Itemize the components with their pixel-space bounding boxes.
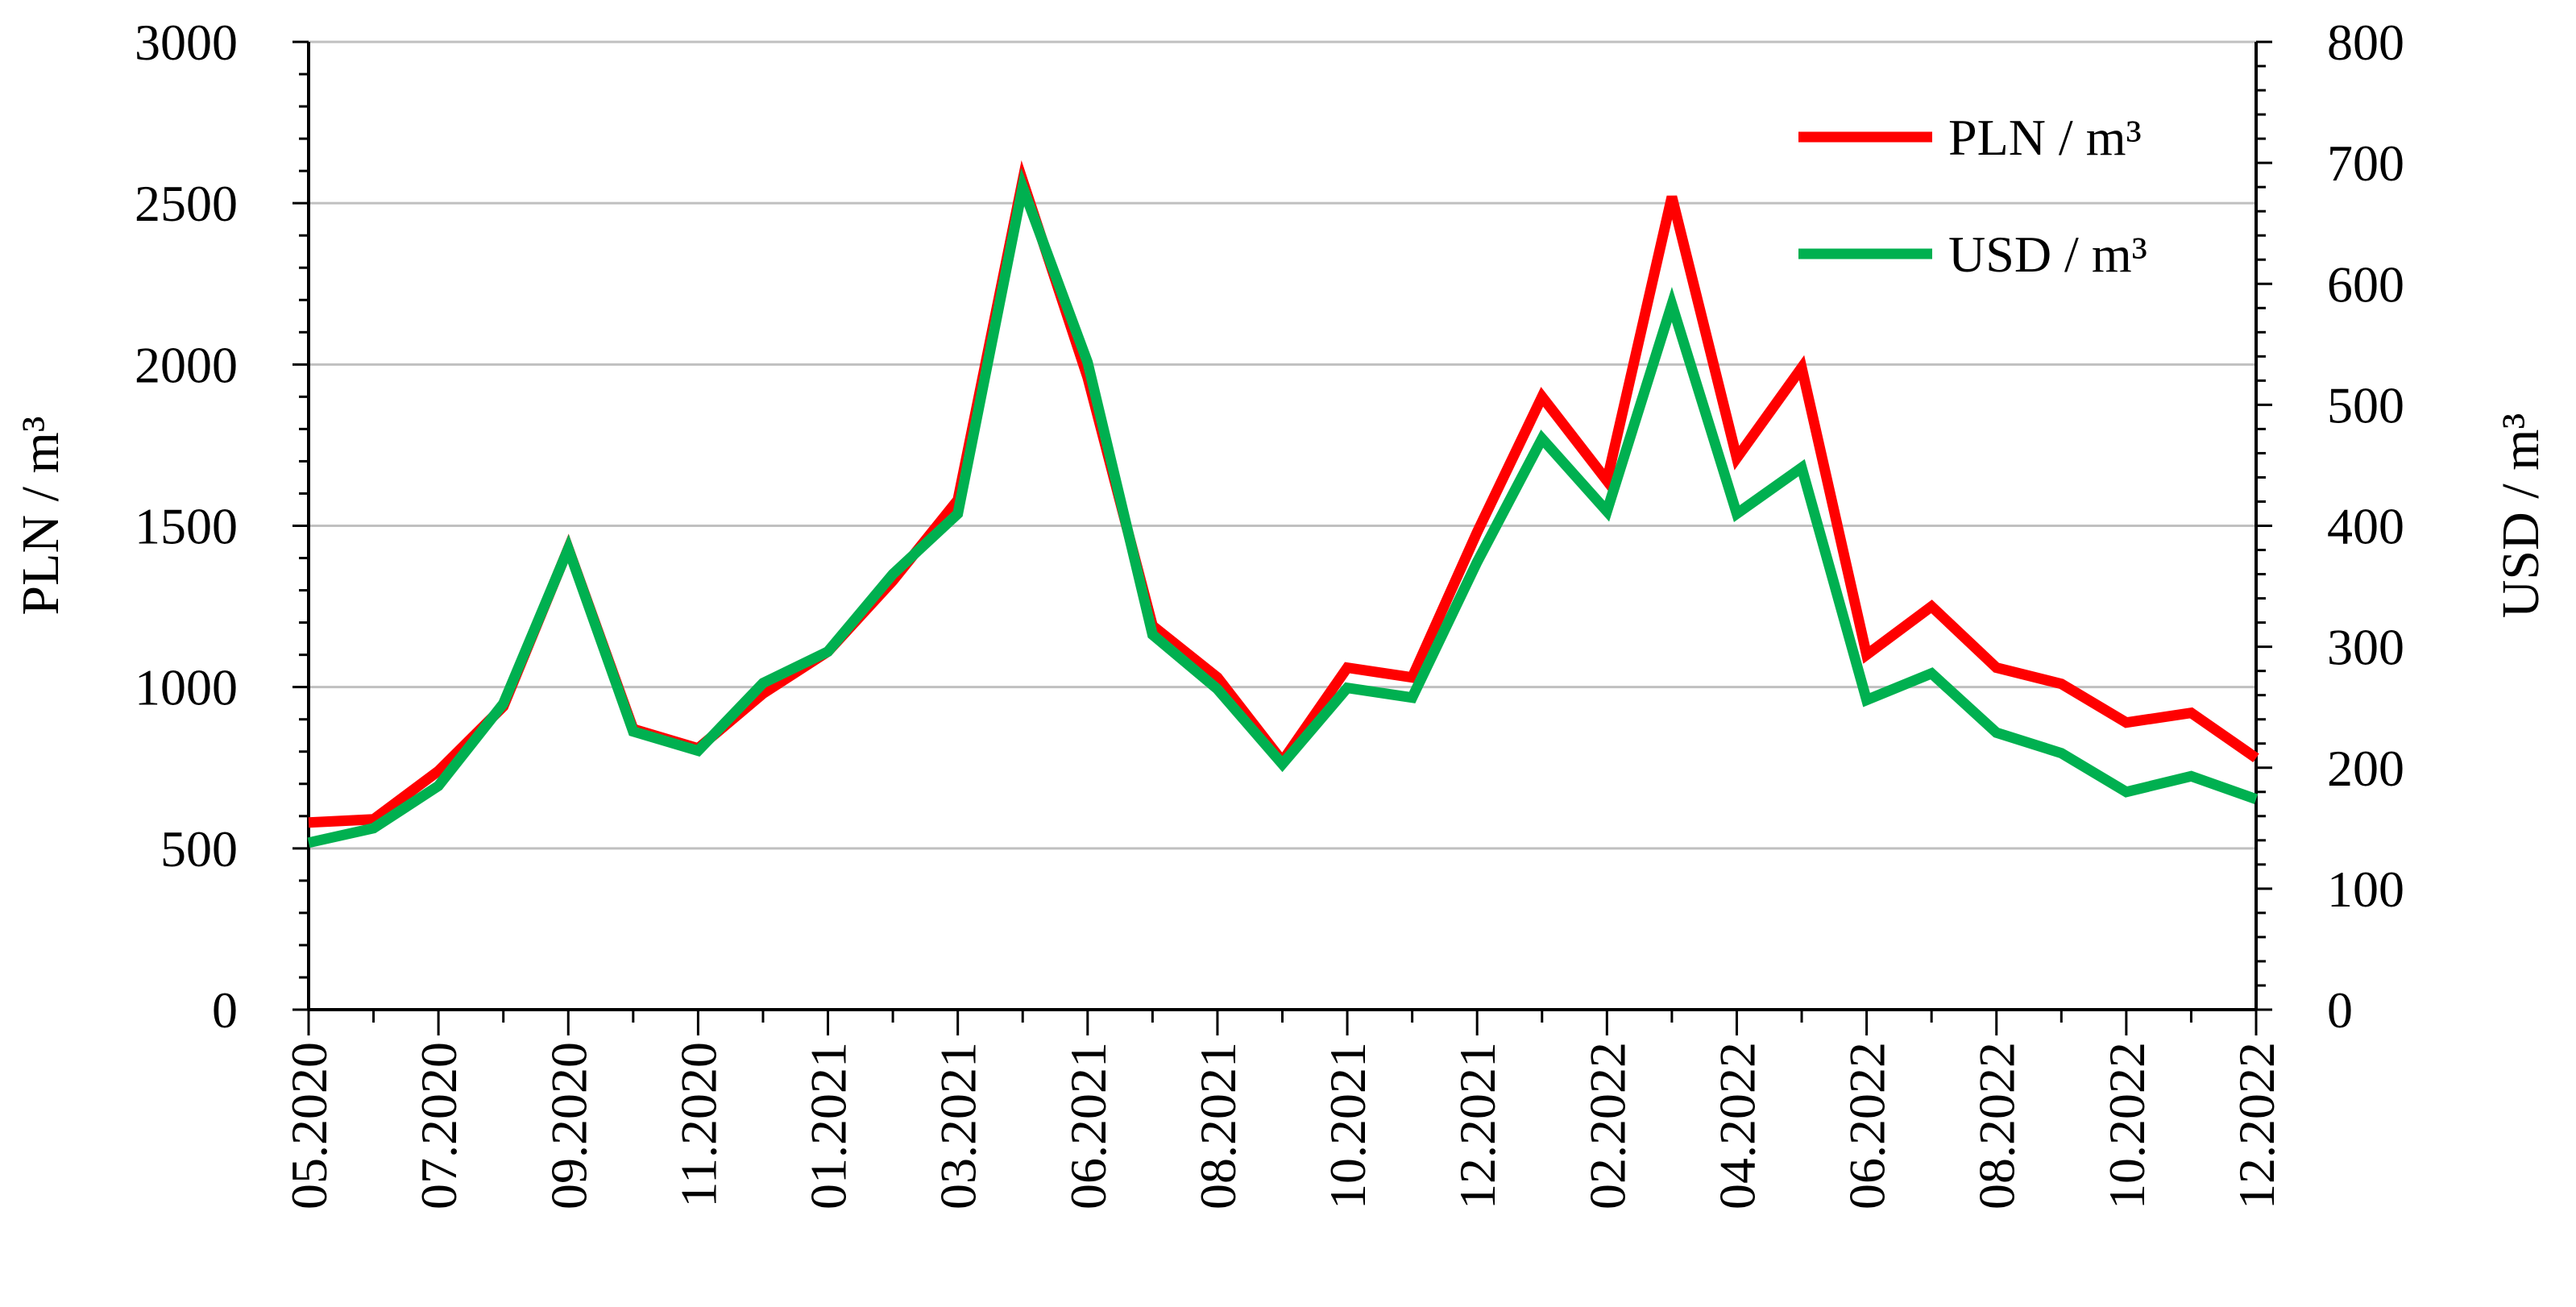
x-tick-label: 08.2021 — [1189, 1042, 1247, 1209]
x-axis-ticks: 05.2020 07.2020 09.2020 11.2020 01.2021 03.20… — [280, 1042, 2285, 1209]
legend: PLN / m³ USD / m³ — [1798, 109, 2147, 283]
y-tick-label-right: 300 — [2327, 619, 2404, 676]
y-tick-label-left: 1000 — [135, 659, 238, 716]
x-tick-label: 01.2021 — [800, 1042, 857, 1209]
y-tick-label-right: 800 — [2327, 14, 2404, 71]
y-tick-label-left: 1500 — [135, 498, 238, 555]
x-tick-label: 06.2021 — [1060, 1042, 1117, 1209]
legend-label-pln: PLN / m³ — [1948, 109, 2142, 166]
x-tick-label: 09.2020 — [540, 1042, 597, 1209]
x-tick-label: 12.2021 — [1449, 1042, 1506, 1209]
x-tick-label: 07.2020 — [410, 1042, 467, 1209]
y-tick-label-left: 3000 — [135, 14, 238, 71]
series-lines — [307, 160, 2259, 849]
y-tick-label-right: 400 — [2327, 498, 2404, 555]
x-tick-label: 08.2022 — [1968, 1042, 2026, 1209]
y-tick-label-right: 700 — [2327, 135, 2404, 192]
x-tick-label: 06.2022 — [1839, 1042, 1896, 1209]
x-tick-label: 05.2020 — [280, 1042, 338, 1209]
left-axis-ticks: 0 500 1000 1500 2000 2500 3000 — [135, 14, 238, 1039]
x-tick-label: 10.2022 — [2098, 1042, 2155, 1209]
y-tick-label-right: 100 — [2327, 861, 2404, 918]
x-tick-label: 12.2022 — [2228, 1042, 2285, 1209]
right-axis-ticks: 0 100 200 300 400 500 600 700 800 — [2327, 14, 2404, 1039]
y-tick-label-right: 0 — [2327, 981, 2353, 1039]
y-tick-label-left: 500 — [160, 820, 238, 878]
x-tick-label: 02.2022 — [1578, 1042, 1636, 1209]
axes — [292, 40, 2272, 1035]
series-line-usd — [307, 168, 2259, 849]
y-tick-label-right: 500 — [2327, 376, 2404, 434]
x-tick-label: 03.2021 — [930, 1042, 987, 1209]
y-tick-label-right: 600 — [2327, 255, 2404, 313]
y-axis-title-right: USD / m³ — [2491, 413, 2550, 619]
x-tick-label: 04.2022 — [1708, 1042, 1765, 1209]
gridlines — [309, 40, 2256, 850]
y-tick-label-left: 2000 — [135, 336, 238, 393]
y-tick-label-left: 0 — [212, 981, 238, 1039]
legend-label-usd: USD / m³ — [1948, 226, 2147, 283]
y-axis-title-left: PLN / m³ — [11, 416, 70, 615]
x-tick-label: 10.2021 — [1319, 1042, 1376, 1209]
y-tick-label-left: 2500 — [135, 175, 238, 232]
y-tick-label-right: 200 — [2327, 740, 2404, 797]
x-tick-label: 11.2020 — [670, 1042, 727, 1208]
